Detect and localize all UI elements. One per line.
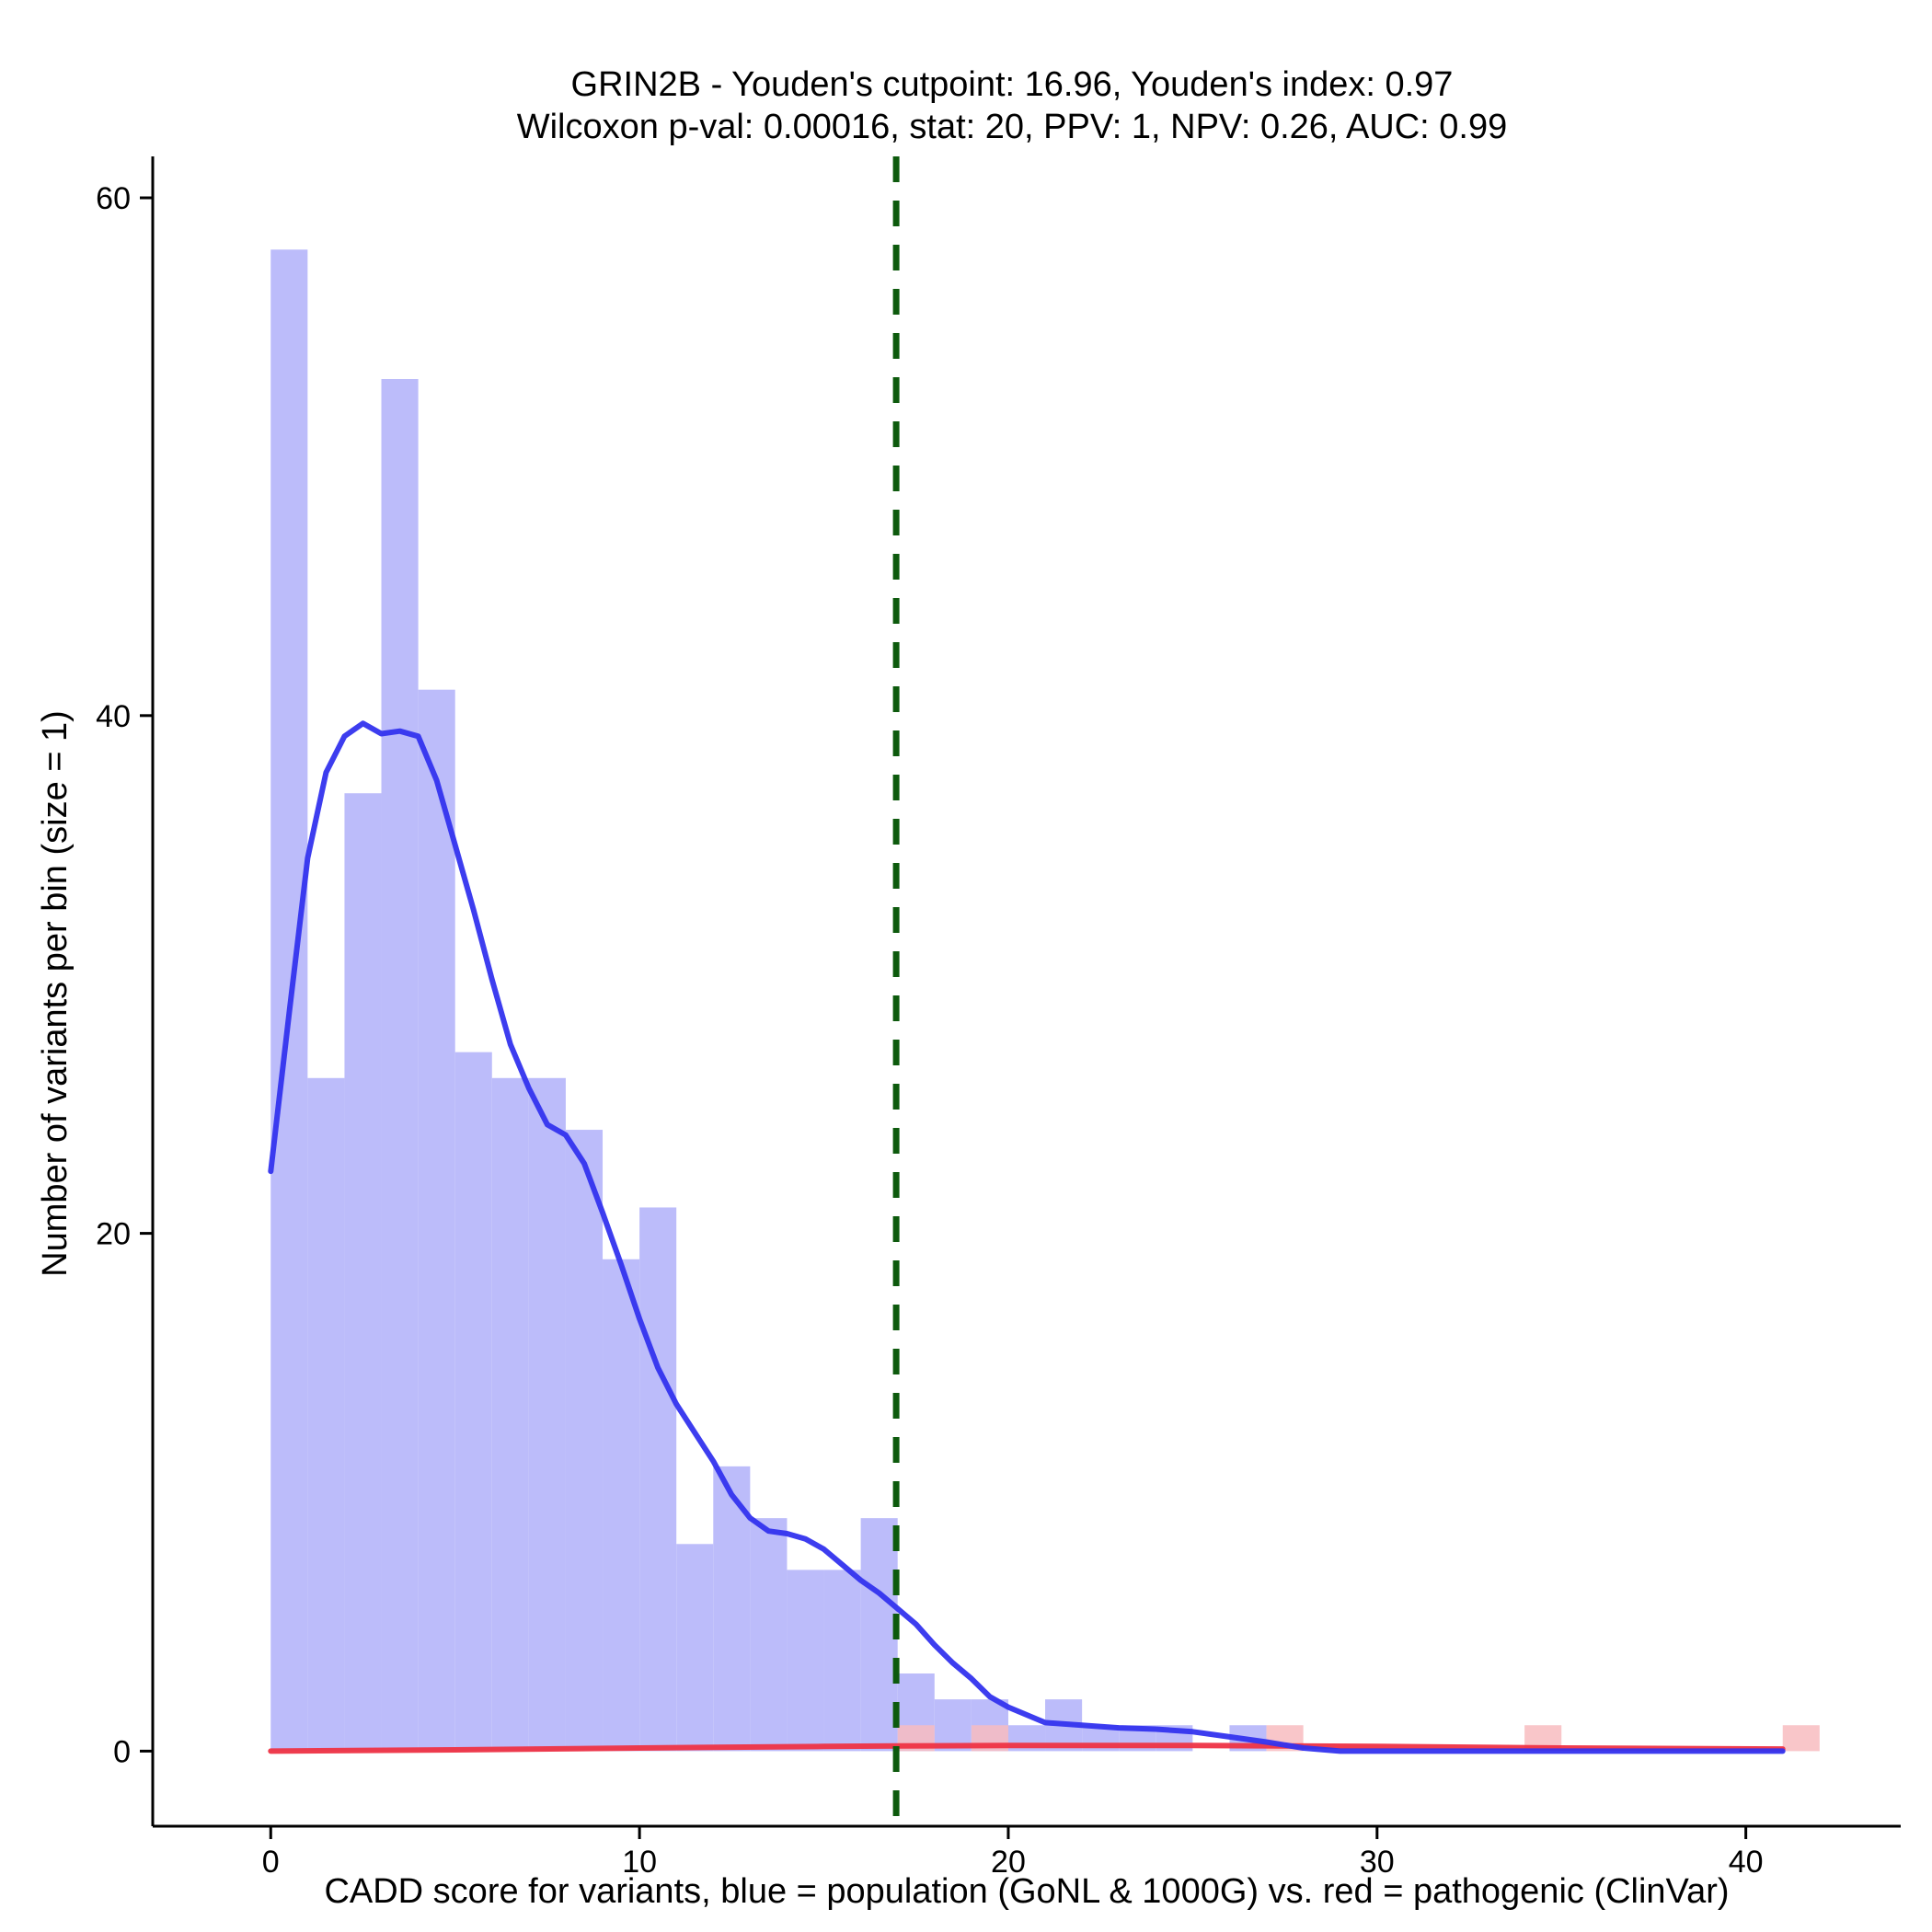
x-tick-label: 40: [1729, 1845, 1764, 1880]
population-bar: [381, 379, 419, 1752]
population-density-line: [268, 720, 1786, 1754]
population-bar: [934, 1699, 972, 1752]
population-bar: [603, 1259, 640, 1752]
population-bar: [860, 1518, 898, 1752]
population-bar: [676, 1544, 714, 1752]
population-bar: [344, 793, 382, 1752]
y-tick-label: 20: [96, 1217, 131, 1252]
population-bar: [528, 1077, 566, 1752]
y-tick-label: 0: [113, 1734, 131, 1769]
population-bar: [565, 1130, 604, 1752]
y-axis-label: Number of variants per bin (size = 1): [36, 710, 75, 1277]
y-tick-label: 60: [96, 181, 131, 216]
density-curves: [268, 720, 1786, 1754]
pathogenic-bar: [1782, 1725, 1820, 1752]
population-bar: [750, 1518, 788, 1752]
y-tick-label: 40: [96, 699, 131, 734]
population-bar: [454, 1052, 492, 1752]
x-tick-label: 30: [1360, 1845, 1395, 1880]
population-bar: [307, 1077, 345, 1752]
population-bar: [491, 1077, 529, 1752]
axes: 0 10 20 30 40 0 20 40 60: [96, 156, 1901, 1880]
population-bar: [787, 1570, 824, 1752]
x-tick-label: 10: [622, 1845, 657, 1880]
pathogenic-density-line: [268, 1742, 1786, 1754]
chart-title-line2: Wilcoxon p-val: 0.00016, stat: 20, PPV: …: [517, 108, 1508, 146]
population-bar: [823, 1570, 861, 1752]
population-bar: [639, 1207, 677, 1752]
population-bar: [418, 689, 455, 1752]
chart-title-line1: GRIN2B - Youden's cutpoint: 16.96, Youde…: [571, 65, 1454, 104]
x-axis-label: CADD score for variants, blue = populati…: [324, 1872, 1729, 1911]
x-tick-label: 0: [262, 1845, 280, 1880]
population-bars: [270, 249, 1267, 1752]
x-tick-label: 20: [991, 1845, 1026, 1880]
